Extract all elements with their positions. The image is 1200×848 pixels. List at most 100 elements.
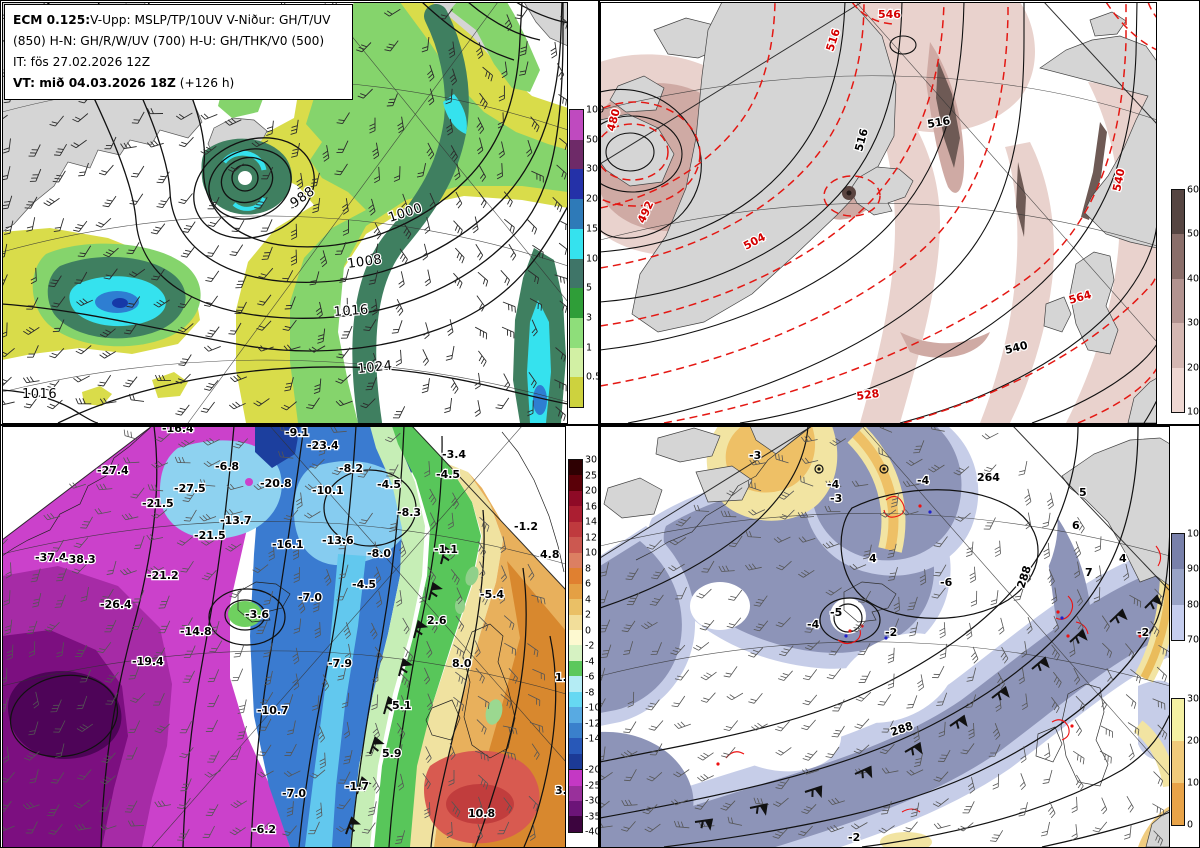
pennant-barb [949, 714, 968, 729]
colorbar-tick-label: -35 [585, 811, 601, 823]
contour-label: 8.0 [452, 657, 472, 670]
colorbar-tick-label: -12 [585, 718, 601, 730]
colorbar-segment [569, 521, 582, 538]
strong-wind-barbs [345, 545, 455, 835]
contour-label: -16.1 [272, 538, 304, 551]
height-contours [600, 426, 1170, 847]
colorbar-tick-label: 6 [585, 578, 592, 590]
colorbar-tick-label: 5 [586, 282, 593, 294]
contour-label: -4 [807, 618, 820, 631]
contour-label: -19.4 [132, 655, 164, 668]
colorbar-tick-label: -6 [585, 671, 595, 683]
title-line-variables-2: (850) H-N: GH/R/W/UV (700) H-U: GH/THK/V… [13, 34, 325, 48]
pennant-barb [440, 545, 455, 565]
pennant-barb [694, 818, 714, 831]
colorbar-tick-label: 30 [1187, 317, 1200, 329]
colorbar-segment [569, 800, 582, 817]
contour-label: 528 [856, 387, 881, 403]
colorbar-tick-label: 0 [1187, 819, 1194, 831]
contour-label: -2 [1137, 626, 1149, 639]
colorbar-segment [1172, 604, 1184, 640]
title-line-variables-1: ECM 0.125:V-Upp: MSLP/TP/10UV V-Niður: G… [13, 13, 331, 27]
contour-label: -7.0 [298, 591, 322, 604]
contour-label: -1.7 [345, 780, 369, 793]
colorbar-500hpa: 60 50 40 30 20 10 [1171, 186, 1199, 417]
colorbar-tick-label: 100 [586, 104, 605, 116]
colorbar-segment [570, 228, 583, 259]
pennant-barb [1144, 594, 1163, 610]
contour-label: 546 [878, 8, 901, 21]
colorbar-segment [569, 769, 582, 786]
contour-label: 5 [1079, 486, 1087, 499]
colorbar-tick-label: 30 [585, 454, 598, 466]
jet-wind-barbs [694, 594, 1163, 831]
contour-label: 3.5 [555, 784, 566, 797]
pennant-barb [1031, 656, 1050, 672]
colorbar-segment [569, 629, 582, 646]
contour-label: 6 [1072, 519, 1080, 532]
colorbar-tick-label: -30 [585, 795, 601, 807]
contour-label: -9.1 [285, 426, 309, 439]
land-layer [603, 426, 1170, 847]
colorbar-tick-label: -20 [585, 764, 601, 776]
colorbar-tick-label: -2 [585, 640, 595, 652]
contour-label: -8.0 [367, 547, 391, 560]
contour-label: -16.4 [162, 426, 194, 435]
contour-label: 1016 [333, 303, 369, 320]
contour-label: 5.1 [392, 699, 412, 712]
colorbar-tick-label: 2 [585, 609, 592, 621]
contour-label: -4 [827, 478, 840, 491]
contour-label: -21.5 [142, 497, 174, 510]
colorbar-tick-label: 12 [585, 532, 598, 544]
colorbar-tick-label: 80 [1187, 599, 1200, 611]
colorbar-tick-label: -10 [585, 702, 601, 714]
contour-label: -21.2 [147, 569, 179, 582]
coastlines [635, 429, 1109, 787]
colorbar-segment [569, 460, 582, 476]
isobars [2, 2, 568, 424]
pennant-barb [369, 736, 385, 755]
contour-label: -2 [848, 831, 860, 844]
contour-label: 7 [1085, 566, 1093, 579]
contour-label: 264 [977, 471, 1000, 484]
colorbar-tick-label: 20 [1187, 362, 1200, 374]
temperature-labels: -16.4-27.4 -6.8-20.8-21.5-27.5-13.7-21.5-… [34, 426, 566, 837]
colorbar-segment [570, 288, 583, 318]
contour-label: -23.4 [307, 439, 339, 452]
colorbar-segment [570, 169, 583, 200]
colorbar-tick-label: -14 [585, 733, 601, 745]
colorbar-tick-label: 25 [585, 470, 598, 482]
colorbar-segment [569, 691, 582, 708]
colorbar-tick-label: -40 [585, 826, 601, 838]
colorbar-tick-label: 60 [1187, 184, 1200, 196]
colorbar-segment [1172, 783, 1184, 825]
contour-label: -2 [885, 626, 897, 639]
contour-label: -5.4 [480, 588, 504, 601]
colorbar-tick-label: 10 [586, 253, 599, 265]
contour-label: 1024 [357, 358, 393, 377]
contour-label: 1016 [22, 387, 57, 402]
forecast-title-box: ECM 0.125:V-Upp: MSLP/TP/10UV V-Niður: G… [4, 4, 353, 100]
colorbar-tick-label: 14 [585, 516, 598, 528]
colorbar-segment [569, 614, 582, 630]
colorbar-segment [569, 785, 582, 801]
colorbar-segment [569, 599, 582, 615]
omega-dots [716, 504, 1142, 766]
colorbar-tick-label: 1 [586, 342, 593, 354]
colorbar-segment [569, 753, 582, 770]
contour-label: -3 [749, 449, 761, 462]
colorbar-tick-label: 0 [585, 625, 592, 637]
colorbar-tick-label: 16 [585, 501, 598, 513]
colorbar-segment [569, 676, 582, 692]
colorbar-tick-label: 90 [1187, 564, 1200, 576]
contour-label: -4 [917, 474, 930, 487]
contour-label: -3 [830, 492, 842, 505]
title-line-init-time: IT: fös 27.02.2026 12Z [13, 55, 151, 69]
contour-label: -21.5 [194, 529, 226, 542]
contour-label: -27.5 [174, 482, 206, 495]
vorticity-max [842, 186, 856, 200]
